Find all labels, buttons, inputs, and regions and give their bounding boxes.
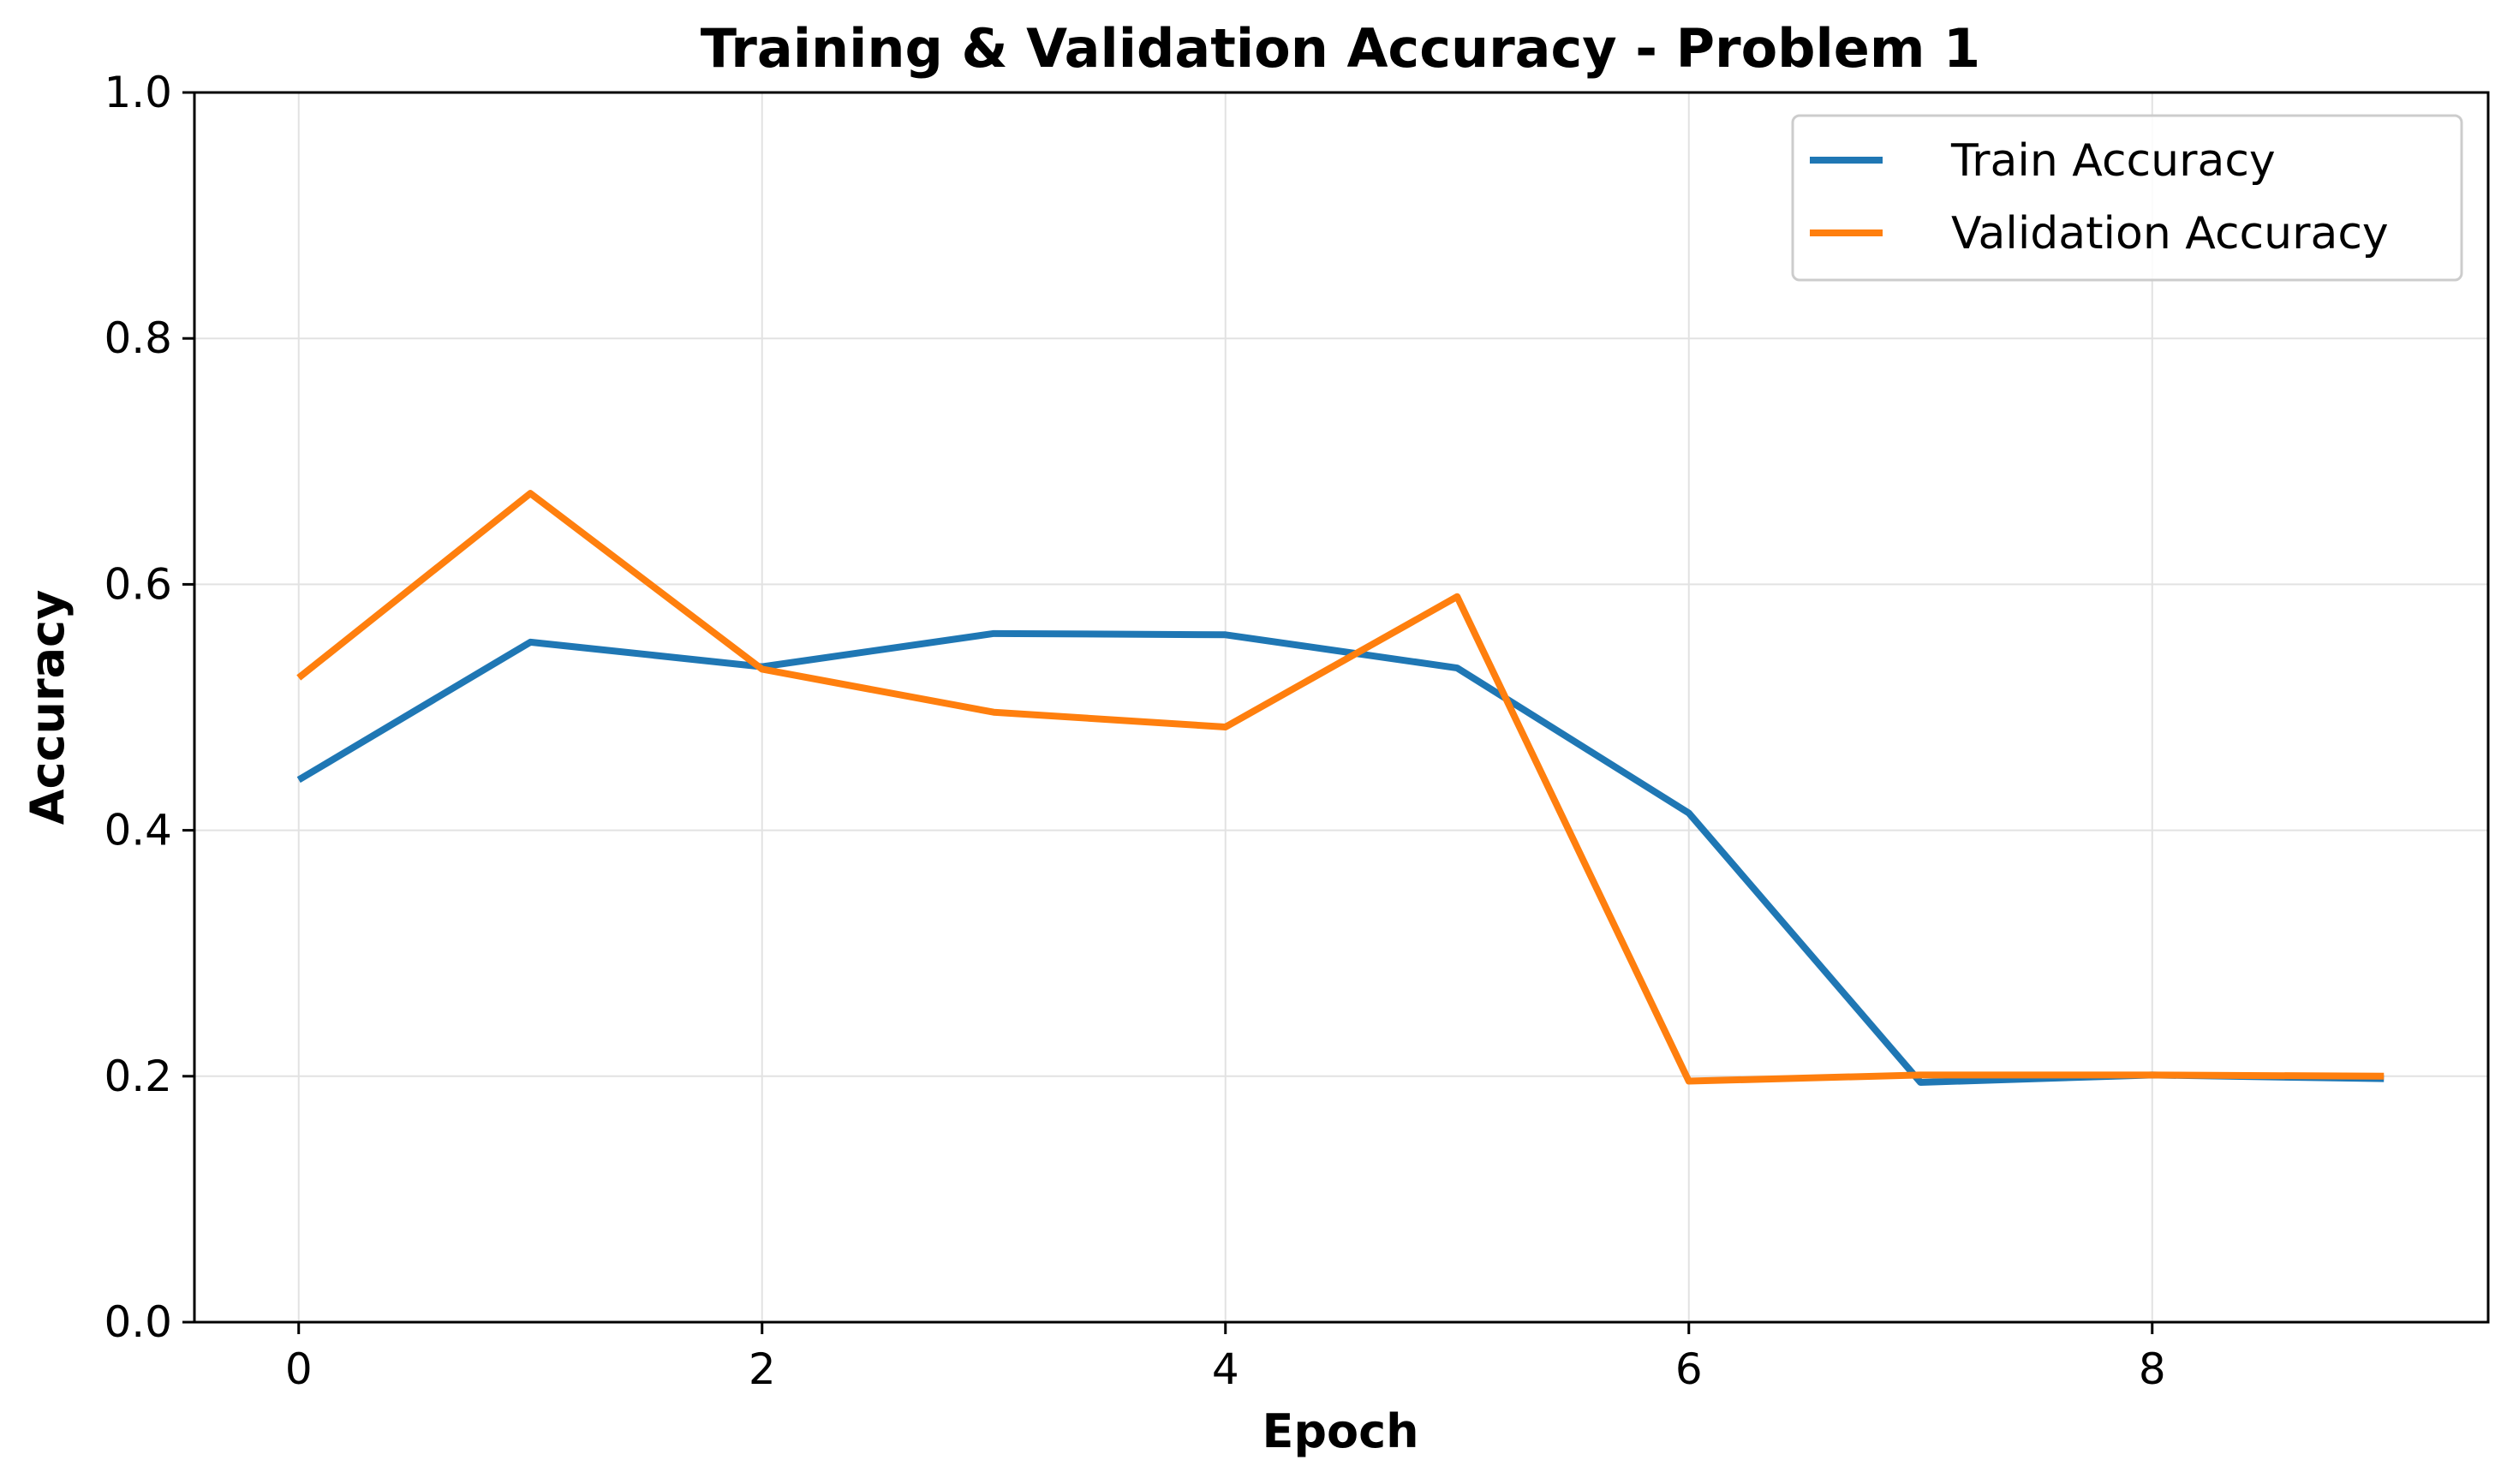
legend-box <box>1791 114 2463 282</box>
legend-label: Validation Accuracy <box>1951 208 2389 259</box>
y-tick-label: 0.2 <box>104 1052 172 1101</box>
legend: Train Accuracy Validation Accuracy <box>1791 114 2463 282</box>
y-tick-label: 0.4 <box>104 806 172 855</box>
legend-label: Train Accuracy <box>1950 135 2276 187</box>
y-axis-label: Accuracy <box>21 590 75 825</box>
y-tick-label: 0.8 <box>104 313 172 363</box>
series-line-validation-accuracy <box>296 490 2385 1085</box>
plot-frame <box>193 91 2490 1324</box>
x-tick-label: 0 <box>285 1344 313 1394</box>
x-tick-label: 8 <box>2139 1344 2166 1394</box>
series-line-train-accuracy <box>296 629 2385 1086</box>
x-tick-label: 4 <box>1212 1344 1239 1394</box>
chart-title: Training & Validation Accuracy - Problem… <box>701 17 1980 80</box>
plot-series <box>296 490 2385 1086</box>
axis-ticks: 0 2 4 6 8 0.0 0.2 0.4 0.6 0.8 1.0 <box>104 68 2165 1394</box>
y-tick-label: 0.6 <box>104 559 172 609</box>
x-tick-label: 2 <box>749 1344 776 1394</box>
x-tick-label: 6 <box>1675 1344 1703 1394</box>
y-tick-label: 0.0 <box>104 1297 172 1347</box>
x-axis-label: Epoch <box>1262 1404 1418 1458</box>
y-tick-label: 1.0 <box>104 68 172 117</box>
